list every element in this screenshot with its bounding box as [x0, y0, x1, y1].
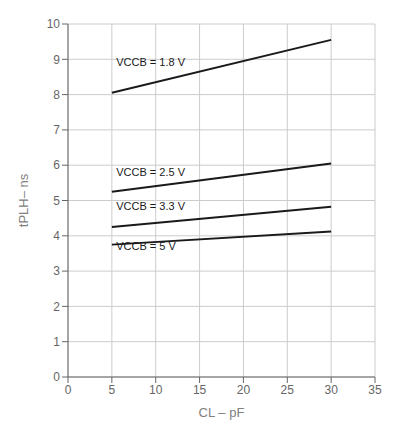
svg-text:9: 9	[53, 53, 60, 67]
svg-text:25: 25	[281, 383, 295, 397]
svg-text:VCCB = 5 V: VCCB = 5 V	[116, 240, 176, 252]
svg-text:5: 5	[53, 194, 60, 208]
svg-text:3: 3	[53, 264, 60, 278]
svg-text:7: 7	[53, 123, 60, 137]
svg-text:tPLH– ns: tPLH– ns	[16, 173, 31, 227]
svg-text:1: 1	[53, 335, 60, 349]
svg-text:CL – pF: CL – pF	[199, 405, 245, 420]
svg-text:10: 10	[47, 17, 61, 31]
svg-text:VCCB = 2.5 V: VCCB = 2.5 V	[116, 166, 185, 178]
svg-text:0: 0	[65, 383, 72, 397]
svg-text:6: 6	[53, 158, 60, 172]
svg-text:5: 5	[109, 383, 116, 397]
svg-text:30: 30	[324, 383, 338, 397]
svg-text:15: 15	[193, 383, 207, 397]
svg-text:0: 0	[53, 370, 60, 384]
svg-text:10: 10	[149, 383, 163, 397]
svg-text:VCCB = 3.3 V: VCCB = 3.3 V	[116, 200, 185, 212]
svg-text:4: 4	[53, 229, 60, 243]
svg-text:20: 20	[237, 383, 251, 397]
svg-text:VCCB = 1.8 V: VCCB = 1.8 V	[116, 56, 185, 68]
svg-text:2: 2	[53, 300, 60, 314]
svg-text:35: 35	[368, 383, 382, 397]
svg-text:8: 8	[53, 88, 60, 102]
